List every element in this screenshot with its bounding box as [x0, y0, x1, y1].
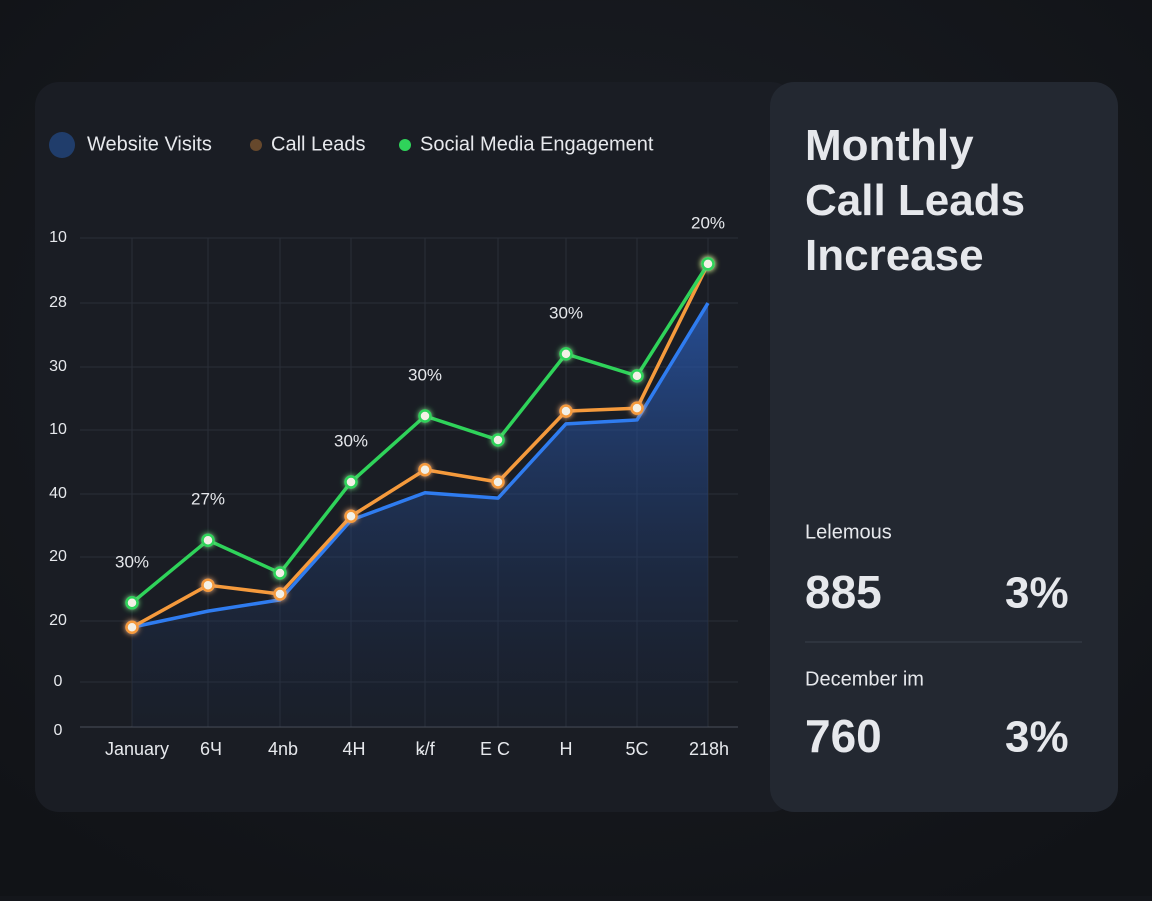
data-point: [491, 433, 505, 447]
data-point: [701, 257, 715, 271]
annotation: 30%: [408, 365, 442, 384]
stats-card: [770, 82, 1118, 812]
annotation: 20%: [691, 213, 725, 232]
stat-change: 3%: [1005, 713, 1069, 762]
data-point: [125, 620, 139, 634]
legend-marker: [399, 139, 411, 151]
y-tick-label: 20: [49, 548, 67, 565]
y-tick-label: 10: [49, 229, 67, 246]
panel-title: Monthly Call Leads Increase: [805, 121, 1025, 280]
stat-change: 3%: [1005, 569, 1069, 618]
stat-value: 760: [805, 710, 882, 762]
annotation: 30%: [549, 303, 583, 322]
legend-label: Social Media Engagement: [420, 133, 654, 155]
y-tick-label: 28: [49, 294, 67, 311]
annotation: 30%: [115, 552, 149, 571]
data-point: [491, 475, 505, 489]
y-tick-label: 0: [54, 673, 63, 690]
data-point: [630, 401, 644, 415]
x-tick-label: 5C: [625, 739, 648, 759]
annotation: 30%: [334, 431, 368, 450]
y-tick-label: 30: [49, 358, 67, 375]
x-tick-label: H: [560, 739, 573, 759]
legend-marker: [250, 139, 262, 151]
x-tick-label: 4H: [342, 739, 365, 759]
x-tick-label: 4nb: [268, 739, 298, 759]
stat-label: Lelemous: [805, 521, 892, 543]
data-point: [559, 347, 573, 361]
data-point: [418, 409, 432, 423]
data-point: [201, 578, 215, 592]
data-point: [273, 587, 287, 601]
data-point: [125, 596, 139, 610]
legend-marker: [49, 132, 75, 158]
y-tick-label: 0: [54, 722, 63, 739]
data-point: [559, 404, 573, 418]
panel: Monthly Call Leads Increase Lelemous 885 3…: [805, 121, 1082, 762]
data-point: [344, 475, 358, 489]
legend-label: Call Leads: [271, 133, 366, 155]
stat-value: 885: [805, 566, 882, 618]
x-tick-label: 218h: [689, 739, 729, 759]
stat-label: December im: [805, 668, 924, 690]
y-tick-label: 20: [49, 612, 67, 629]
x-tick-label: ꝃ/f: [415, 739, 436, 759]
annotation: 27%: [191, 490, 225, 509]
chart: 10 28 30 10 40 20 20 0 0 January 6Ч 4nb 4H ꝃ/f E C H 5C 2…: [49, 132, 738, 759]
y-tick-label: 10: [49, 421, 67, 438]
data-point: [630, 369, 644, 383]
data-point: [418, 463, 432, 477]
data-point: [201, 533, 215, 547]
legend-label: Website Visits: [87, 133, 212, 155]
data-point: [273, 566, 287, 580]
x-tick-label: 6Ч: [200, 739, 222, 759]
y-tick-label: 40: [49, 485, 67, 502]
data-point: [344, 509, 358, 523]
x-tick-label: January: [105, 739, 169, 759]
series-line: [131, 302, 710, 629]
x-tick-label: E C: [480, 739, 510, 759]
series-area: [132, 303, 708, 727]
